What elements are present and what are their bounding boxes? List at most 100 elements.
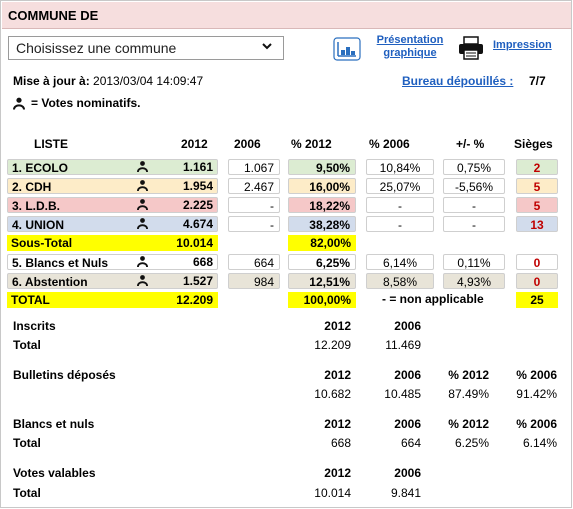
cell-sieges: 2: [516, 159, 558, 175]
inscrits-total-label: Total: [13, 338, 41, 352]
page-title: COMMUNE DE: [2, 2, 571, 29]
bulletins-header-2012: 2012: [324, 368, 351, 382]
person-icon[interactable]: [137, 217, 148, 230]
party-name-cell: 5. Blancs et Nuls: [7, 254, 218, 270]
bulletins-pct-2006: 91.42%: [516, 387, 557, 401]
bulletins-header-pct-2006: % 2006: [516, 368, 557, 382]
cell-2012: 1.161: [182, 160, 213, 174]
person-icon[interactable]: [137, 255, 148, 268]
inscrits-header-2006: 2006: [394, 319, 421, 333]
cell-2006: 1.067: [228, 159, 280, 175]
na-note: - = non applicable: [382, 292, 484, 306]
party-name-cell: 4. UNION: [7, 216, 218, 232]
cell-pct-2006: 6,14%: [366, 254, 434, 270]
inscrits-title: Inscrits: [13, 319, 56, 333]
blancs-total-2006: 664: [400, 436, 421, 450]
party-name-cell: 2. CDH: [7, 178, 218, 194]
party-name: 3. L.D.B.: [12, 199, 61, 213]
inscrits-total-2006: 11.469: [385, 338, 421, 352]
col-header-2012: 2012: [181, 137, 208, 151]
blancs-total-label: Total: [13, 436, 41, 450]
cell-2012: 10.014: [151, 235, 218, 251]
printer-icon[interactable]: [457, 35, 485, 61]
cell-pct-2012: 16,00%: [288, 178, 356, 194]
cell-2006: -: [228, 197, 280, 213]
col-header-diff: +/- %: [456, 137, 485, 151]
person-icon[interactable]: [137, 160, 148, 173]
cell-2006: -: [228, 216, 280, 232]
cell-pct-2006: -: [366, 216, 434, 232]
presentation-link-line1: Présentation: [376, 34, 444, 46]
blancs-header-2012: 2012: [324, 417, 351, 431]
party-name: Sous-Total: [11, 236, 73, 250]
bulletins-value-2006: 10.485: [384, 387, 421, 401]
blancs-header-pct-2012: % 2012: [448, 417, 489, 431]
blancs-total-2012: 668: [330, 436, 351, 450]
bar-chart-icon[interactable]: [333, 37, 361, 61]
col-header-2006: 2006: [234, 137, 261, 151]
presentation-link-line2: graphique: [383, 47, 437, 59]
presentation-graphique-link[interactable]: Présentation graphique: [367, 34, 453, 60]
party-name: 2. CDH: [12, 180, 52, 194]
cell-pct-2012: 12,51%: [288, 273, 356, 289]
cell-2012: 668: [192, 255, 213, 269]
bureau-depouilles-link[interactable]: Bureau dépouillés :: [402, 74, 514, 88]
cell-pct-2012: 18,22%: [288, 197, 356, 213]
legend-text: = Votes nominatifs.: [31, 96, 141, 110]
party-name-cell: 6. Abstention: [7, 273, 218, 289]
cell-sieges: 0: [516, 273, 558, 289]
blancs-header-pct-2006: % 2006: [516, 417, 557, 431]
update-value: 2013/03/04 14:09:47: [93, 74, 204, 88]
bureau-depouilles-value: 7/7: [529, 74, 546, 88]
cell-2012: 4.674: [182, 217, 213, 231]
commune-select[interactable]: Choisissez une commune: [8, 36, 284, 60]
blancs-pct-2012: 6.25%: [454, 436, 489, 450]
person-icon[interactable]: [137, 274, 148, 287]
cell-diff: 4,93%: [443, 273, 505, 289]
valables-total-label: Total: [13, 486, 41, 500]
person-icon[interactable]: [137, 198, 148, 211]
cell-diff: -: [443, 216, 505, 232]
cell-pct-2012: 6,25%: [288, 254, 356, 270]
cell-2012: 2.225: [182, 198, 213, 212]
cell-diff: -5,56%: [443, 178, 505, 194]
inscrits-total-2012: 12.209: [314, 338, 351, 352]
blancs-header-2006: 2006: [394, 417, 421, 431]
cell-pct-2012: 9,50%: [288, 159, 356, 175]
bulletins-title: Bulletins déposés: [13, 368, 116, 382]
cell-pct-2012: 38,28%: [288, 216, 356, 232]
col-header-pct-2012: % 2012: [291, 137, 332, 151]
cell-sieges: 5: [516, 197, 558, 213]
bulletins-pct-2012: 87.49%: [448, 387, 489, 401]
party-name: 1. ECOLO: [12, 161, 69, 175]
update-label: Mise à jour à:: [13, 74, 90, 88]
cell-sieges: 25: [516, 292, 558, 308]
inscrits-header-2012: 2012: [324, 319, 351, 333]
valables-title: Votes valables: [13, 466, 96, 480]
bulletins-header-pct-2012: % 2012: [448, 368, 489, 382]
party-name: TOTAL: [11, 293, 50, 307]
bulletins-header-2006: 2006: [394, 368, 421, 382]
cell-2012: 1.527: [182, 274, 213, 288]
party-name: 6. Abstention: [12, 275, 88, 289]
valables-total-2006: 9.841: [390, 486, 421, 500]
bulletins-value-2012: 10.682: [314, 387, 351, 401]
cell-pct-2012: 82,00%: [288, 235, 356, 251]
blancs-pct-2006: 6.14%: [522, 436, 557, 450]
cell-sieges: 0: [516, 254, 558, 270]
cell-pct-2012: 100,00%: [288, 292, 356, 308]
person-icon[interactable]: [137, 179, 148, 192]
cell-sieges: 5: [516, 178, 558, 194]
commune-select-value: Choisissez une commune: [16, 40, 177, 56]
cell-sieges: 13: [516, 216, 558, 232]
valables-total-2012: 10.014: [314, 486, 351, 500]
col-header-pct-2006: % 2006: [369, 137, 410, 151]
party-name: 4. UNION: [12, 218, 65, 232]
impression-link[interactable]: Impression: [493, 39, 552, 51]
cell-2012: 1.954: [182, 179, 213, 193]
party-name-cell: 3. L.D.B.: [7, 197, 218, 213]
update-timestamp: Mise à jour à: 2013/03/04 14:09:47: [13, 74, 203, 88]
valables-header-2006: 2006: [394, 466, 421, 480]
party-name: 5. Blancs et Nuls: [12, 256, 109, 270]
